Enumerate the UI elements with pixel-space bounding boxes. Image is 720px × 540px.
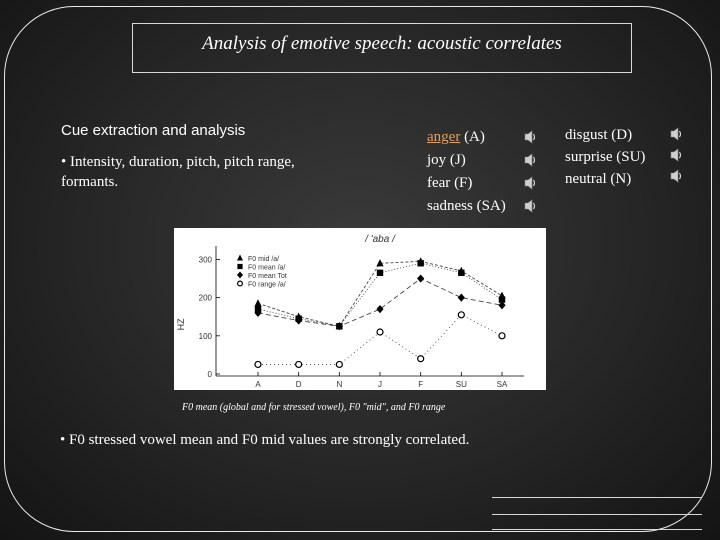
emotion-item: sadness (SA) [427,195,506,218]
data-point [295,360,303,369]
emotion-code: (D) [611,127,633,143]
y-tick-label: 300 [199,255,213,264]
emotion-name: disgust [565,127,608,143]
title-box: Analysis of emotive speech: acoustic cor… [132,23,632,73]
emotion-list-2: disgust (D) surprise (SU) neutral (N) [565,124,645,190]
decor-line [492,529,702,530]
emotion-list-1: anger (A) joy (J) fear (F) sadness (SA) [427,126,506,218]
section-heading: Cue extraction and analysis [61,122,246,139]
emotion-code: (N) [610,171,632,187]
speaker-icon[interactable] [669,147,683,163]
legend-marker [237,263,243,270]
emotion-link-anger[interactable]: anger [427,129,461,145]
chart-title: / 'aba / [364,234,396,245]
y-tick-label: 0 [208,370,213,379]
data-point [376,304,384,314]
emotion-item: surprise (SU) [565,146,645,168]
data-point [254,308,262,318]
emotion-code: (SA) [476,198,506,214]
data-point [498,332,506,340]
y-tick-label: 200 [199,294,213,303]
series-line [257,278,503,327]
data-point [498,296,506,303]
slide-frame [4,6,712,532]
emotion-item: disgust (D) [565,124,645,146]
emotion-code: (A) [464,129,485,145]
data-point [376,269,384,277]
emotion-name: joy [427,152,447,168]
data-point [376,328,384,336]
emotion-code: (SU) [616,149,646,165]
y-axis-label: HZ [176,318,186,330]
legend-marker [237,271,243,279]
chart-caption: F0 mean (global and for stressed vowel),… [182,402,446,413]
speaker-icon[interactable] [523,152,537,168]
speaker-icon[interactable] [523,129,537,145]
speaker-icon[interactable] [523,198,537,214]
data-point [335,360,343,369]
y-tick-label: 100 [199,332,213,341]
data-point [458,269,465,277]
features-bullet: • Intensity, duration, pitch, pitch rang… [61,154,295,190]
emotion-name: sadness [427,198,473,214]
series-line [258,314,503,365]
legend-label: F0 range /a/ [248,282,286,289]
x-tick-label: F [418,380,423,389]
legend-marker [236,280,243,287]
emotion-code: (J) [449,152,466,168]
data-point [457,293,465,302]
emotion-name: surprise [565,149,613,165]
x-tick-label: A [255,380,261,389]
speaker-icon[interactable] [669,126,683,142]
emotion-item: anger (A) [427,126,506,149]
data-point [417,260,424,267]
data-point [417,274,425,283]
data-point [417,355,425,363]
x-tick-label: J [378,380,382,389]
speaker-icon[interactable] [523,175,537,191]
emotion-item: joy (J) [427,149,506,172]
emotion-code: (F) [454,175,473,191]
emotion-name: fear [427,175,451,191]
emotion-item: neutral (N) [565,168,645,190]
speaker-icon[interactable] [669,168,683,184]
x-tick-label: N [336,380,342,389]
emotion-item: fear (F) [427,172,506,195]
data-point [254,299,262,307]
decor-line [492,497,702,498]
x-tick-label: SU [456,380,467,389]
data-point [376,259,384,267]
x-tick-label: SA [497,380,508,389]
data-point [457,311,465,319]
emotion-name: neutral [565,171,607,187]
legend-label: F0 mid /a/ [248,256,279,263]
decor-line [492,514,702,515]
legend-marker [237,254,243,261]
slide-title: Analysis of emotive speech: acoustic cor… [202,33,562,54]
data-point [254,360,262,369]
legend-label: F0 mean Tot [248,273,287,280]
f0-chart: / 'aba / HZ 0 100 200 300 A D N J F SU SA F0 mid /a/F… [174,228,546,390]
legend-label: F0 mean /a/ [248,265,285,272]
x-tick-label: D [296,380,302,389]
conclusion-bullet: • F0 stressed vowel mean and F0 mid valu… [60,432,470,448]
